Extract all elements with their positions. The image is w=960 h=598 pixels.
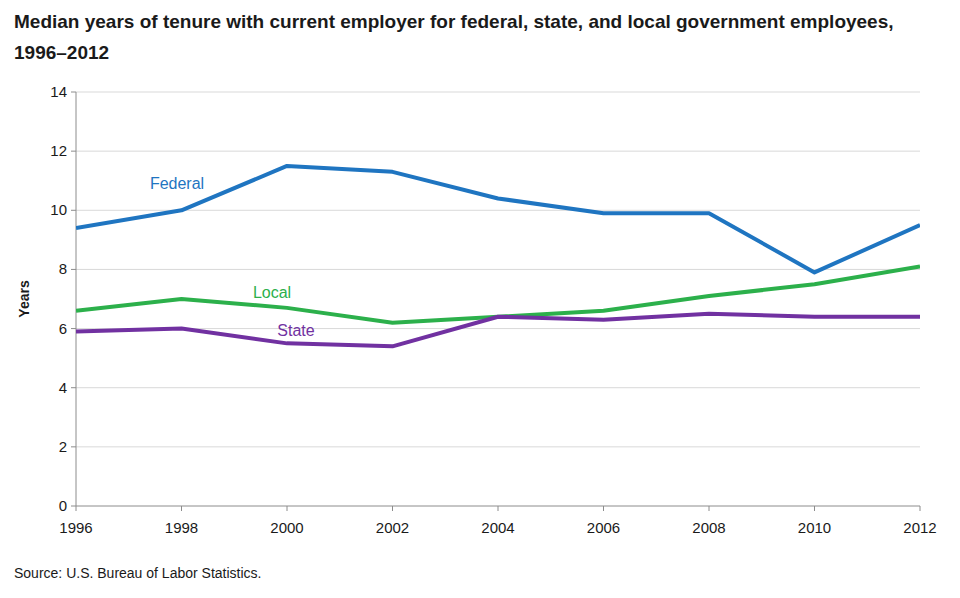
y-tick: [71, 446, 76, 447]
grid-line: [76, 387, 920, 388]
y-tick-label: 10: [50, 201, 67, 218]
series-label: Local: [253, 284, 291, 301]
x-tick-label: 2004: [481, 519, 514, 536]
x-tick-label: 2002: [376, 519, 409, 536]
grid-line: [76, 446, 920, 447]
x-tick: [603, 506, 604, 511]
y-tick-label: 2: [59, 438, 67, 455]
y-tick-label: 12: [50, 142, 67, 159]
y-tick: [71, 328, 76, 329]
grid-line: [76, 328, 920, 329]
title: Median years of tenure with current empl…: [14, 6, 914, 68]
x-tick-label: 1996: [59, 519, 92, 536]
y-tick-label: 14: [50, 83, 67, 100]
grid-line: [76, 92, 920, 93]
y-axis-label: Years: [16, 280, 32, 318]
y-tick: [71, 269, 76, 270]
y-axis: [76, 92, 77, 506]
y-tick-label: 6: [59, 320, 67, 337]
y-tick-label: 0: [59, 497, 67, 514]
source: Source: U.S. Bureau of Labor Statistics.: [14, 565, 261, 581]
x-tick: [181, 506, 182, 511]
x-tick: [392, 506, 393, 511]
x-tick: [709, 506, 710, 511]
series-label: Federal: [150, 175, 204, 192]
chart: 0 2 4 6 8 10 12 14 1996 1998 2000 2002 2004 2006 2008 2…: [0, 0, 960, 598]
y-tick: [71, 387, 76, 388]
grid-line: [76, 151, 920, 152]
y-tick: [71, 210, 76, 211]
y-tick-label: 4: [59, 379, 67, 396]
series-line: [76, 166, 920, 272]
x-tick-label: 2006: [587, 519, 620, 536]
x-tick: [814, 506, 815, 511]
grid-line: [76, 269, 920, 270]
y-tick: [71, 151, 76, 152]
x-tick: [287, 506, 288, 511]
x-tick: [76, 506, 77, 511]
grid-line: [76, 210, 920, 211]
y-tick: [71, 506, 76, 507]
series-label: State: [277, 322, 314, 339]
series-group: [76, 166, 920, 346]
x-tick: [498, 506, 499, 511]
x-tick: [920, 506, 921, 511]
x-tick-label: 1998: [165, 519, 198, 536]
x-tick-label: 2010: [798, 519, 831, 536]
x-tick-label: 2012: [903, 519, 936, 536]
x-tick-label: 2000: [270, 519, 303, 536]
y-tick-label: 8: [59, 260, 67, 277]
x-tick-label: 2008: [692, 519, 725, 536]
series-line: [76, 314, 920, 347]
y-tick: [71, 92, 76, 93]
